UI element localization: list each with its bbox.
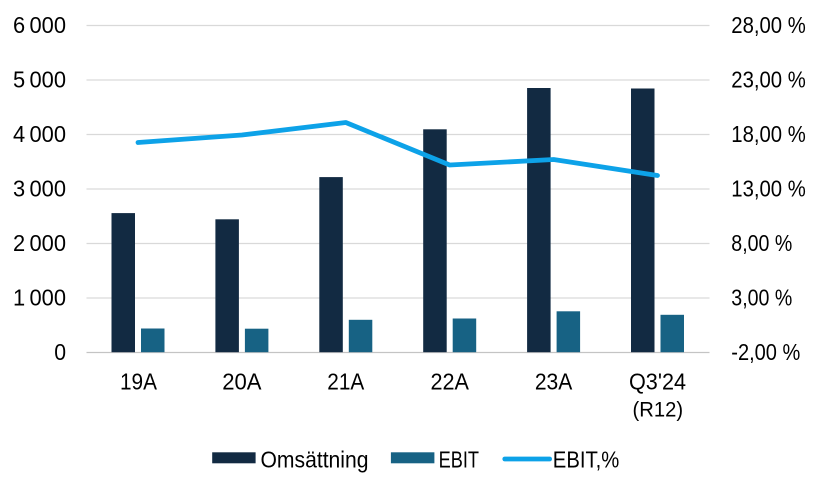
svg-text:22A: 22A xyxy=(430,369,469,395)
svg-text:13,00 %: 13,00 % xyxy=(731,176,806,202)
svg-text:21A: 21A xyxy=(327,369,364,395)
svg-text:0: 0 xyxy=(54,339,66,365)
svg-text:EBIT,%: EBIT,% xyxy=(553,447,620,473)
svg-text:Q3'24: Q3'24 xyxy=(629,369,686,395)
svg-text:6 000: 6 000 xyxy=(13,12,66,38)
svg-text:18,00 %: 18,00 % xyxy=(731,121,806,147)
svg-text:4 000: 4 000 xyxy=(13,121,66,147)
svg-text:28,00 %: 28,00 % xyxy=(731,12,806,38)
svg-text:3,00 %: 3,00 % xyxy=(731,285,792,311)
svg-text:(R12): (R12) xyxy=(633,399,684,422)
svg-text:23A: 23A xyxy=(535,369,573,395)
svg-text:8,00 %: 8,00 % xyxy=(731,230,792,256)
svg-text:19A: 19A xyxy=(120,369,157,395)
svg-text:EBIT: EBIT xyxy=(439,447,479,473)
svg-text:1 000: 1 000 xyxy=(13,284,66,310)
svg-text:3 000: 3 000 xyxy=(13,175,66,201)
svg-text:-2,00 %: -2,00 % xyxy=(731,339,800,365)
svg-text:23,00 %: 23,00 % xyxy=(731,67,806,93)
svg-text:2 000: 2 000 xyxy=(13,230,66,256)
svg-text:20A: 20A xyxy=(222,369,262,395)
svg-text:Omsättning: Omsättning xyxy=(261,447,369,473)
svg-text:5 000: 5 000 xyxy=(13,66,66,92)
